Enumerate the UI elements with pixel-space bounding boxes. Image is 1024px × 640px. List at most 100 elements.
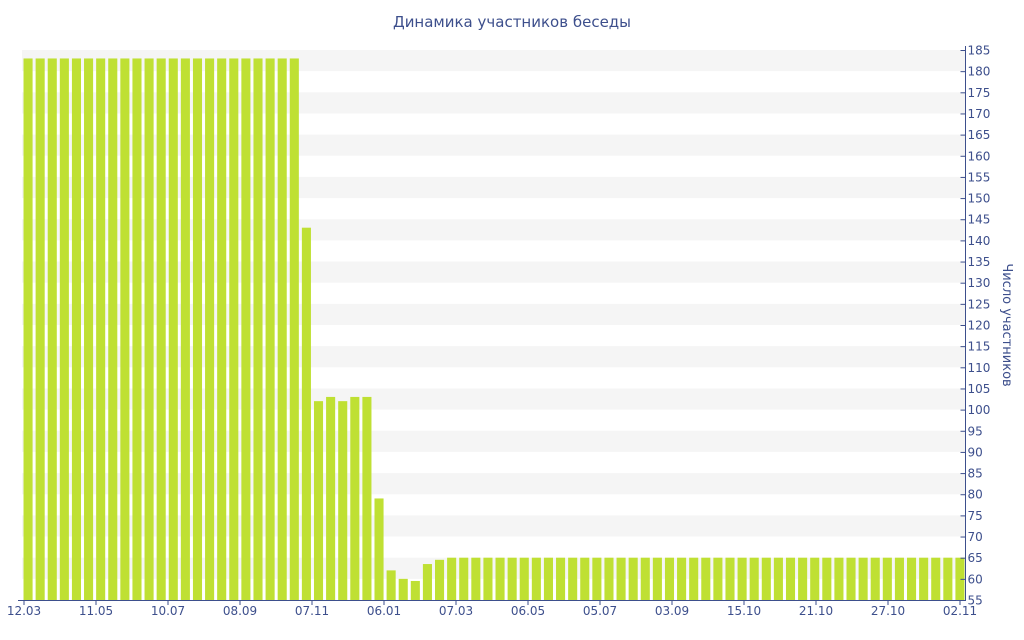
x-tick-label: 03.09: [655, 604, 689, 618]
bar: [253, 58, 263, 600]
bar: [919, 557, 929, 600]
y-tick-label: 95: [968, 424, 983, 438]
bar: [277, 58, 287, 600]
y-tick-label: 160: [968, 149, 991, 163]
bar: [737, 557, 747, 600]
y-tick-label: 70: [968, 530, 983, 544]
bar: [689, 557, 699, 600]
y-axis: 55 60 65 70 75 80 85 90 95 100 105 110 115 120 125 130 1…: [960, 44, 991, 608]
bar: [71, 58, 81, 600]
bar: [422, 564, 432, 600]
bar: [96, 58, 106, 600]
bar: [447, 557, 457, 600]
bar: [265, 58, 275, 600]
x-tick-label: 07.03: [439, 604, 473, 618]
bar: [664, 557, 675, 600]
bar: [144, 58, 154, 600]
bar: [459, 557, 469, 600]
x-tick-label: 05.07: [583, 604, 617, 618]
bar: [313, 401, 324, 600]
bar: [120, 58, 130, 600]
x-tick-label: 06.01: [367, 604, 401, 618]
y-tick-label: 155: [968, 170, 991, 184]
bar: [640, 557, 650, 600]
bar: [507, 557, 517, 600]
x-tick-label: 21.10: [799, 604, 833, 618]
bar: [616, 557, 626, 600]
bar: [229, 58, 239, 600]
y-tick-label: 100: [968, 403, 991, 417]
bar: [374, 498, 384, 600]
y-tick-label: 135: [968, 255, 991, 269]
chart-title: Динамика участников беседы: [392, 13, 632, 31]
bar: [386, 570, 396, 600]
bar: [955, 557, 965, 600]
bar: [350, 396, 360, 600]
y-tick-label: 105: [968, 382, 991, 396]
bar: [604, 557, 614, 600]
y-tick-label: 120: [968, 319, 991, 333]
x-tick-label: 12.03: [7, 604, 41, 618]
x-tick-label: 02.11: [943, 604, 977, 618]
bar: [882, 557, 892, 600]
x-tick-label: 06.05: [511, 604, 545, 618]
bar: [543, 557, 553, 600]
x-tick-label: 11.05: [79, 604, 113, 618]
bar: [773, 557, 783, 600]
bar: [652, 557, 662, 600]
bar: [931, 557, 941, 600]
bar: [701, 557, 711, 600]
bar: [23, 58, 33, 600]
bar: [362, 396, 372, 600]
bar: [858, 557, 868, 600]
bar: [108, 58, 118, 600]
y-tick-label: 175: [968, 86, 991, 100]
y-tick-label: 145: [968, 213, 991, 227]
y-tick-label: 65: [968, 551, 983, 565]
bar: [471, 557, 481, 600]
bar: [398, 578, 408, 600]
y-tick-label: 90: [968, 445, 983, 459]
bar: [217, 58, 227, 600]
x-tick-label: 07.11: [295, 604, 329, 618]
x-tick-label: 27.10: [871, 604, 905, 618]
bar: [205, 58, 215, 600]
bar: [289, 58, 299, 600]
bar: [556, 557, 566, 600]
bar: [785, 557, 796, 600]
bar: [761, 557, 771, 600]
bar: [410, 580, 420, 600]
bar: [338, 401, 348, 600]
y-tick-label: 80: [968, 488, 983, 502]
y-tick-label: 55: [968, 594, 983, 608]
bar: [483, 557, 493, 600]
y-tick-label: 115: [968, 340, 991, 354]
bar: [677, 557, 687, 600]
x-axis: 12.03 11.05 10.07 08.09 07.11 06.01 07.03 06.05…: [7, 600, 977, 618]
bar: [580, 557, 590, 600]
bar: [725, 557, 735, 600]
bar: [822, 557, 832, 600]
bar: [834, 557, 844, 600]
x-tick-label: 15.10: [727, 604, 761, 618]
bar: [713, 557, 723, 600]
bar: [846, 557, 856, 600]
bar: [84, 58, 94, 600]
bar: [568, 557, 578, 600]
y-tick-label: 170: [968, 107, 991, 121]
bar: [810, 557, 820, 600]
bar: [132, 58, 142, 600]
bar: [192, 58, 203, 600]
y-tick-label: 125: [968, 297, 991, 311]
bar: [241, 58, 251, 600]
bar: [156, 58, 166, 600]
y-tick-label: 140: [968, 234, 991, 248]
y-tick-label: 165: [968, 128, 991, 142]
bar: [326, 396, 336, 600]
bar: [59, 58, 69, 600]
bar: [870, 557, 880, 600]
y-axis-title: Число участников: [999, 263, 1014, 386]
y-tick-label: 60: [968, 572, 983, 586]
